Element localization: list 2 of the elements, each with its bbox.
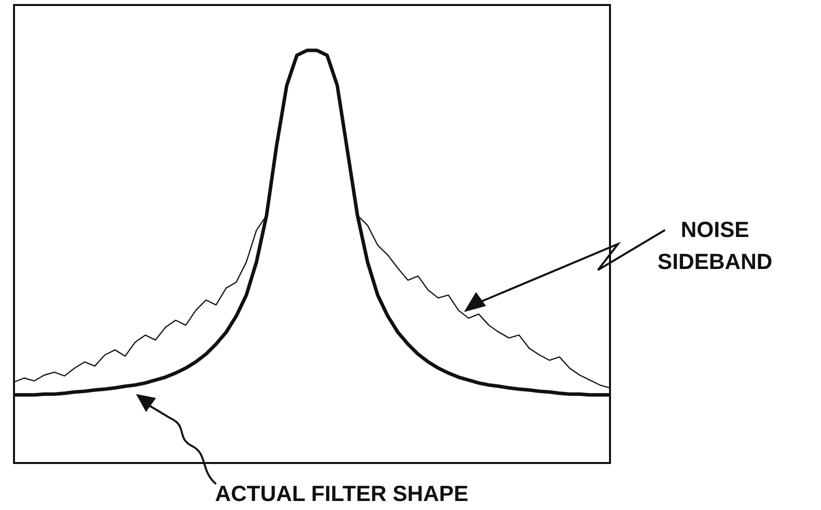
text: NOISE SIDEBAND	[656, 216, 774, 276]
text: ACTUAL FILTER SHAPE	[215, 480, 468, 508]
